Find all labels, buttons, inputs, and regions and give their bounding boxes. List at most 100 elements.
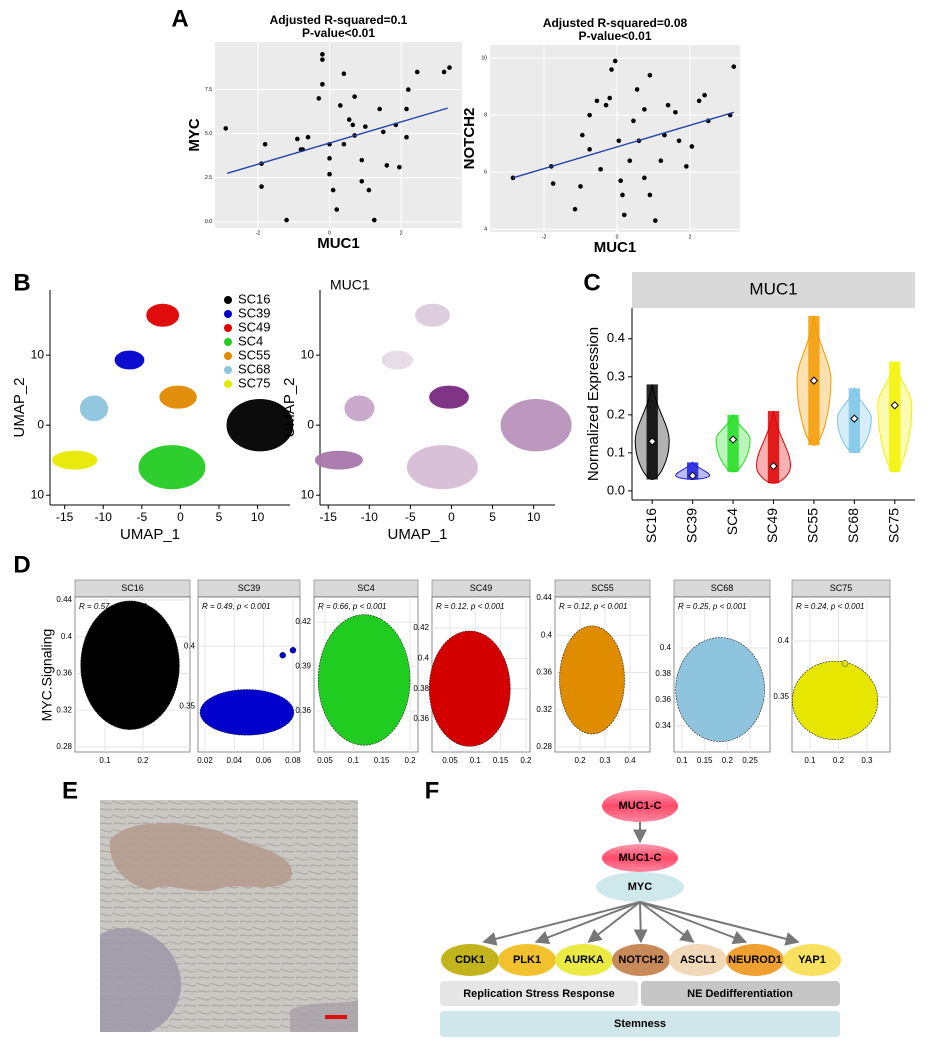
mean-marker [688,471,697,480]
arrow [587,901,641,943]
point [320,57,325,62]
strip-title: SC75 [830,583,853,593]
point [359,178,365,184]
point [631,118,636,124]
strip-title: MUC1 [749,279,797,298]
y-tick-label: 7.5 [205,87,212,93]
y-tick-label: 0.34 [655,721,671,730]
point [337,103,343,108]
x-tick-label: 0.2 [404,756,416,765]
cluster [381,350,414,370]
y-tick-label: 0.36 [413,714,429,723]
y-tick-label: 0.0 [205,219,212,225]
point [262,141,268,147]
node-label: MUC1-C [619,852,662,864]
mean-marker [728,435,738,444]
node [596,872,684,902]
y-tick-label: 0.3 [607,368,625,383]
y-tick-label: 10 [481,55,487,61]
point-cloud [675,637,765,742]
y-tick-label: 0.28 [536,742,552,751]
point [371,217,377,223]
x-tick-label: SC16 [643,508,659,543]
y-tick-label: 0.38 [655,669,671,678]
panel-label: C [583,269,600,296]
panel-label: E [62,777,78,804]
legend-label: SC4 [238,333,263,348]
cluster [500,398,572,452]
y-tick-label: 0.35 [773,692,789,701]
point [330,187,336,193]
point [665,102,671,108]
legend-label: SC75 [238,375,271,390]
node-label: NOTCH2 [618,954,663,966]
y-tick-label: 0.2 [607,406,625,421]
point [352,94,357,99]
x-tick-label: -15 [320,510,338,524]
y-tick-label: 0.36 [295,706,311,715]
point [642,175,647,181]
point [634,87,640,92]
x-tick-label: -2 [542,234,547,240]
point [620,192,625,198]
point-cloud [559,625,625,735]
y-tick-label: 10 [301,487,315,501]
y-tick-label: 4 [484,226,487,232]
point [289,646,297,654]
point [689,144,695,149]
y-tick-label: 0.4 [607,330,625,345]
point [603,102,609,108]
point [580,132,585,138]
y-axis-label: NOTCH2 [461,108,478,170]
y-tick-label: 0.1 [607,444,625,459]
chart-title: Adjusted R-squared=0.1 [270,13,408,27]
chart-title: MUC1 [330,277,370,293]
cluster [226,398,294,452]
x-tick-label: 0.1 [470,756,482,765]
x-tick-label: 0 [177,510,184,524]
cluster [415,303,451,327]
bar-label: Replication Stress Response [463,988,615,1000]
y-tick-label: 8 [484,112,487,118]
y-tick-label: 0.38 [413,684,429,693]
point-cloud [428,630,511,747]
point [363,124,368,129]
y-tick-label: 0.42 [295,617,311,626]
point [598,166,603,172]
y-tick-label: 10 [31,487,45,501]
mean-marker [769,461,778,471]
point [377,106,382,112]
point [414,69,420,75]
point [572,206,578,212]
node [783,944,841,976]
chart-title: Adjusted R-squared=0.08 [543,16,688,30]
arrow [639,901,800,946]
category-bar [641,981,840,1006]
panel-label: D [13,551,30,578]
node [602,790,678,822]
y-tick-label: 0 [307,417,314,431]
annotation: R = 0.24, p < 0.001 [796,602,865,611]
node-label: AURKA [564,954,604,966]
x-tick-label: 2 [689,234,692,240]
point [284,217,289,223]
fit-line [226,107,448,175]
strip-title: SC16 [121,583,144,593]
point [305,134,311,140]
node-label: CDK1 [455,954,485,966]
point [259,184,264,189]
legend-label: SC49 [238,319,271,334]
x-tick-label: 5 [216,510,223,524]
plot-background [215,42,462,228]
point [327,156,332,161]
y-tick-label: 0.36 [536,668,552,677]
point [622,212,627,218]
y-tick-label: 0.36 [56,669,72,678]
point [587,112,592,118]
y-tick-label: 0.32 [536,705,552,714]
y-tick-label: 0.4 [660,643,672,652]
point [618,178,623,183]
x-tick-label: -5 [405,510,416,524]
point [550,181,556,186]
